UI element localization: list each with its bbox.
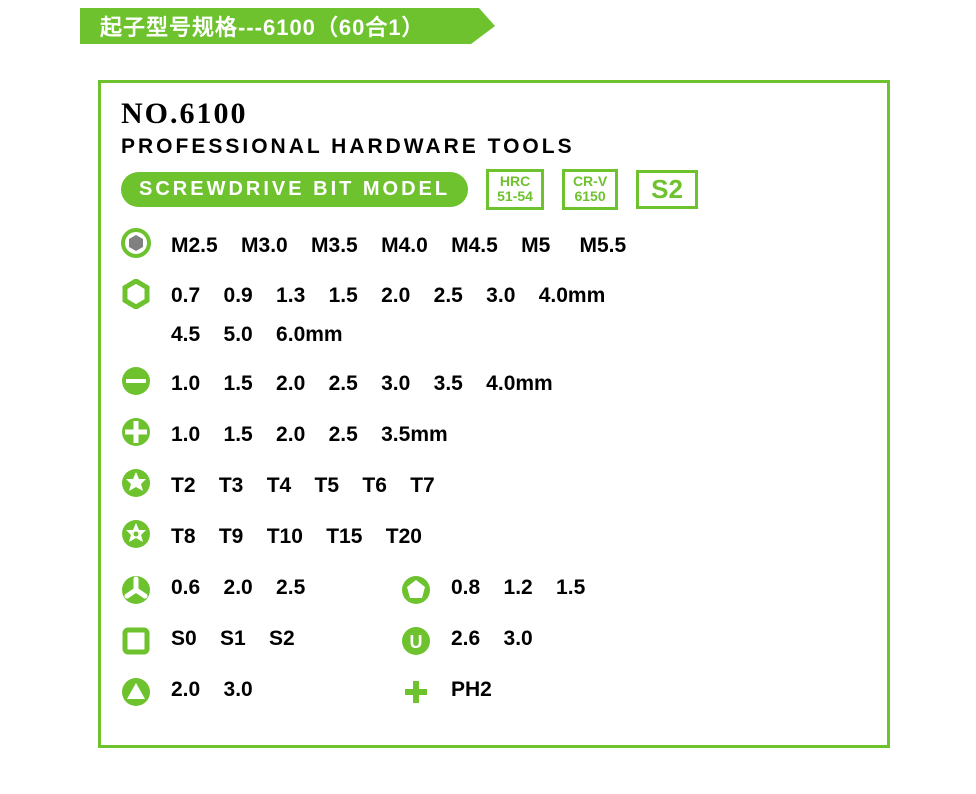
tri-wing-icon [121, 573, 171, 605]
torx-icon [121, 466, 171, 498]
spec-hrc-l2: 51-54 [497, 189, 533, 204]
torx-sizes: T2 T3 T4 T5 T6 T7 [171, 466, 435, 507]
row-hex-solid: M2.5 M3.0 M3.5 M4.0 M4.5 M5 M5.5 [121, 226, 867, 267]
torx-sec-icon [121, 517, 171, 549]
torx-sec-sizes: T8 T9 T10 T15 T20 [171, 517, 422, 558]
row-torx: T2 T3 T4 T5 T6 T7 [121, 466, 867, 507]
spec-hrc: HRC 51-54 [486, 169, 544, 210]
tri-sizes: 0.6 2.0 2.5 [171, 568, 305, 609]
badge-row: SCREWDRIVE BIT MODEL HRC 51-54 CR-V 6150… [121, 169, 867, 210]
row-slot: 1.0 1.5 2.0 2.5 3.0 3.5 4.0mm [121, 364, 867, 405]
u-bit-icon: U [401, 624, 451, 656]
model-pill: SCREWDRIVE BIT MODEL [121, 172, 468, 207]
main-panel: NO.6100 PROFESSIONAL HARDWARE TOOLS SCRE… [98, 80, 890, 748]
hex-solid-icon [121, 226, 171, 258]
hex-hollow-sizes: 0.7 0.9 1.3 1.5 2.0 2.5 3.0 4.0mm4.5 5.0… [171, 277, 605, 355]
row-tri-penta: 0.6 2.0 2.5 0.8 1.2 1.5 [121, 568, 867, 609]
spec-crv: CR-V 6150 [562, 169, 618, 210]
square-sizes: S0 S1 S2 [171, 619, 295, 660]
hex-hollow-icon [121, 277, 171, 309]
spec-crv-l1: CR-V [573, 174, 607, 189]
subtitle: PROFESSIONAL HARDWARE TOOLS [121, 135, 867, 159]
triangle-icon [121, 675, 171, 707]
row-hex-hollow: 0.7 0.9 1.3 1.5 2.0 2.5 3.0 4.0mm4.5 5.0… [121, 277, 867, 355]
spec-crv-l2: 6150 [573, 189, 607, 204]
spec-s2: S2 [636, 170, 698, 209]
penta-sizes: 0.8 1.2 1.5 [451, 568, 585, 609]
row-square-u: S0 S1 S2 U 2.6 3.0 [121, 619, 867, 660]
row-triangle-ph: 2.0 3.0 PH2 [121, 670, 867, 711]
u-sizes: 2.6 3.0 [451, 619, 533, 660]
header-title: 起子型号规格---6100（60合1） [100, 10, 425, 42]
row-torx-sec: T8 T9 T10 T15 T20 [121, 517, 867, 558]
phillips-sizes: 1.0 1.5 2.0 2.5 3.5mm [171, 415, 448, 456]
spec-hrc-l1: HRC [497, 174, 533, 189]
square-icon [121, 624, 171, 656]
header-banner: 起子型号规格---6100（60合1） [80, 8, 470, 44]
hex-solid-sizes: M2.5 M3.0 M3.5 M4.0 M4.5 M5 M5.5 [171, 226, 626, 267]
phillips-icon [121, 415, 171, 447]
product-number: NO.6100 [121, 97, 867, 131]
slot-sizes: 1.0 1.5 2.0 2.5 3.0 3.5 4.0mm [171, 364, 553, 405]
slot-icon [121, 364, 171, 396]
svg-text:U: U [410, 632, 423, 652]
ph-sizes: PH2 [451, 670, 492, 711]
triangle-sizes: 2.0 3.0 [171, 670, 253, 711]
ph-icon [401, 675, 451, 707]
pentalobe-icon [401, 573, 451, 605]
row-phillips: 1.0 1.5 2.0 2.5 3.5mm [121, 415, 867, 456]
